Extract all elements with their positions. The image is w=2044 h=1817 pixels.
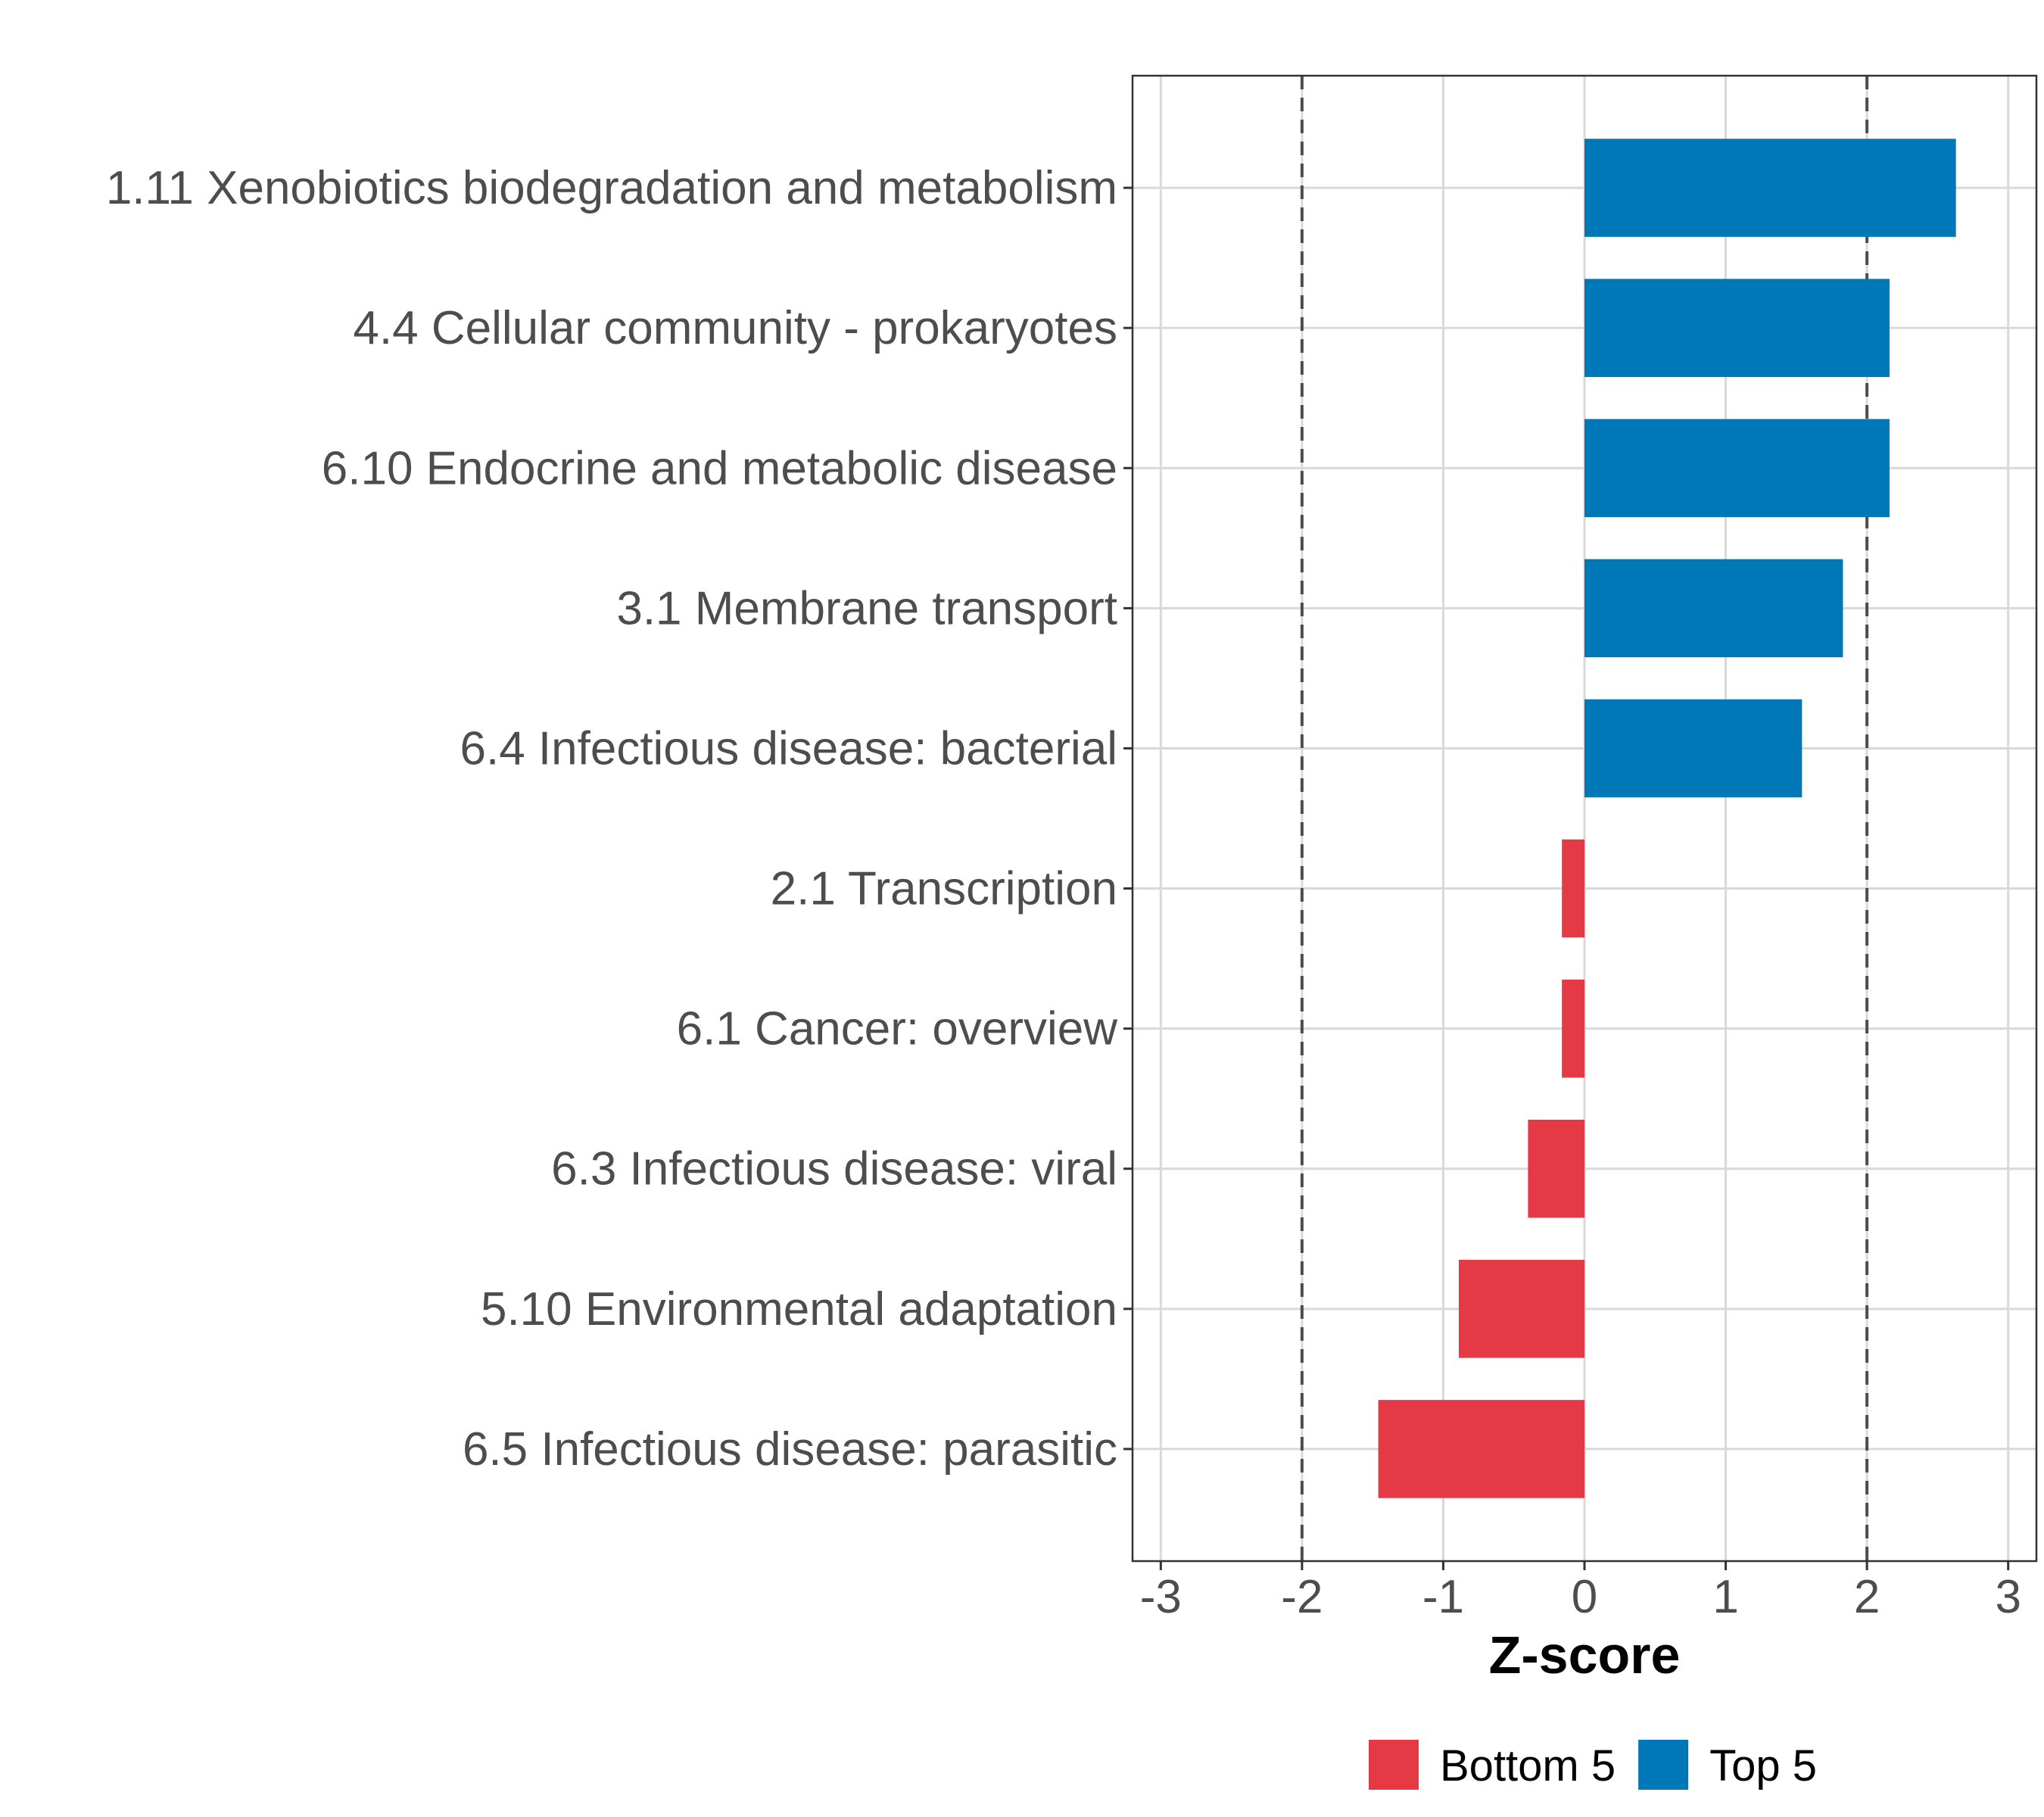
bar [1584, 279, 1890, 377]
legend-label: Top 5 [1709, 1741, 1817, 1791]
legend-label: Bottom 5 [1440, 1741, 1616, 1791]
bar [1584, 139, 1956, 237]
y-tick-label: 3.1 Membrane transport [616, 582, 1117, 634]
bar [1562, 979, 1584, 1078]
y-tick-label: 5.10 Environmental adaptation [481, 1283, 1117, 1335]
x-tick-label: -2 [1281, 1571, 1323, 1623]
x-axis-title: Z-score [1489, 1625, 1681, 1685]
x-tick-label: 2 [1854, 1571, 1880, 1623]
bar [1584, 559, 1843, 658]
bar [1378, 1400, 1584, 1498]
y-tick-label: 6.4 Infectious disease: bacterial [460, 722, 1117, 774]
x-tick-label: 3 [1995, 1571, 2021, 1623]
bar [1584, 699, 1803, 798]
x-tick-label: 0 [1572, 1571, 1597, 1623]
bar [1528, 1119, 1584, 1218]
legend: Bottom 5 Top 5 [1369, 1740, 1817, 1791]
bar [1584, 419, 1890, 518]
bar [1562, 839, 1584, 938]
x-tick-label: 1 [1712, 1571, 1738, 1623]
x-tick-label: -1 [1422, 1571, 1464, 1623]
x-axis: -3 -2 -1 0 1 2 3 [1140, 1561, 2021, 1623]
y-axis: 1.11 Xenobiotics biodegradation and meta… [106, 162, 1133, 1476]
y-tick-label: 6.3 Infectious disease: viral [551, 1143, 1117, 1195]
y-tick-label: 6.1 Cancer: overview [677, 1003, 1118, 1055]
y-tick-label: 6.5 Infectious disease: parasitic [463, 1423, 1117, 1476]
y-tick-label: 4.4 Cellular community - prokaryotes [353, 302, 1117, 354]
y-tick-label: 2.1 Transcription [771, 863, 1117, 915]
bar [1458, 1260, 1584, 1358]
legend-key [1638, 1740, 1689, 1790]
legend-key [1369, 1740, 1419, 1790]
x-tick-label: -3 [1140, 1571, 1182, 1623]
y-tick-label: 1.11 Xenobiotics biodegradation and meta… [106, 162, 1117, 214]
y-tick-label: 6.10 Endocrine and metabolic disease [322, 442, 1117, 494]
bars [1378, 139, 1956, 1498]
